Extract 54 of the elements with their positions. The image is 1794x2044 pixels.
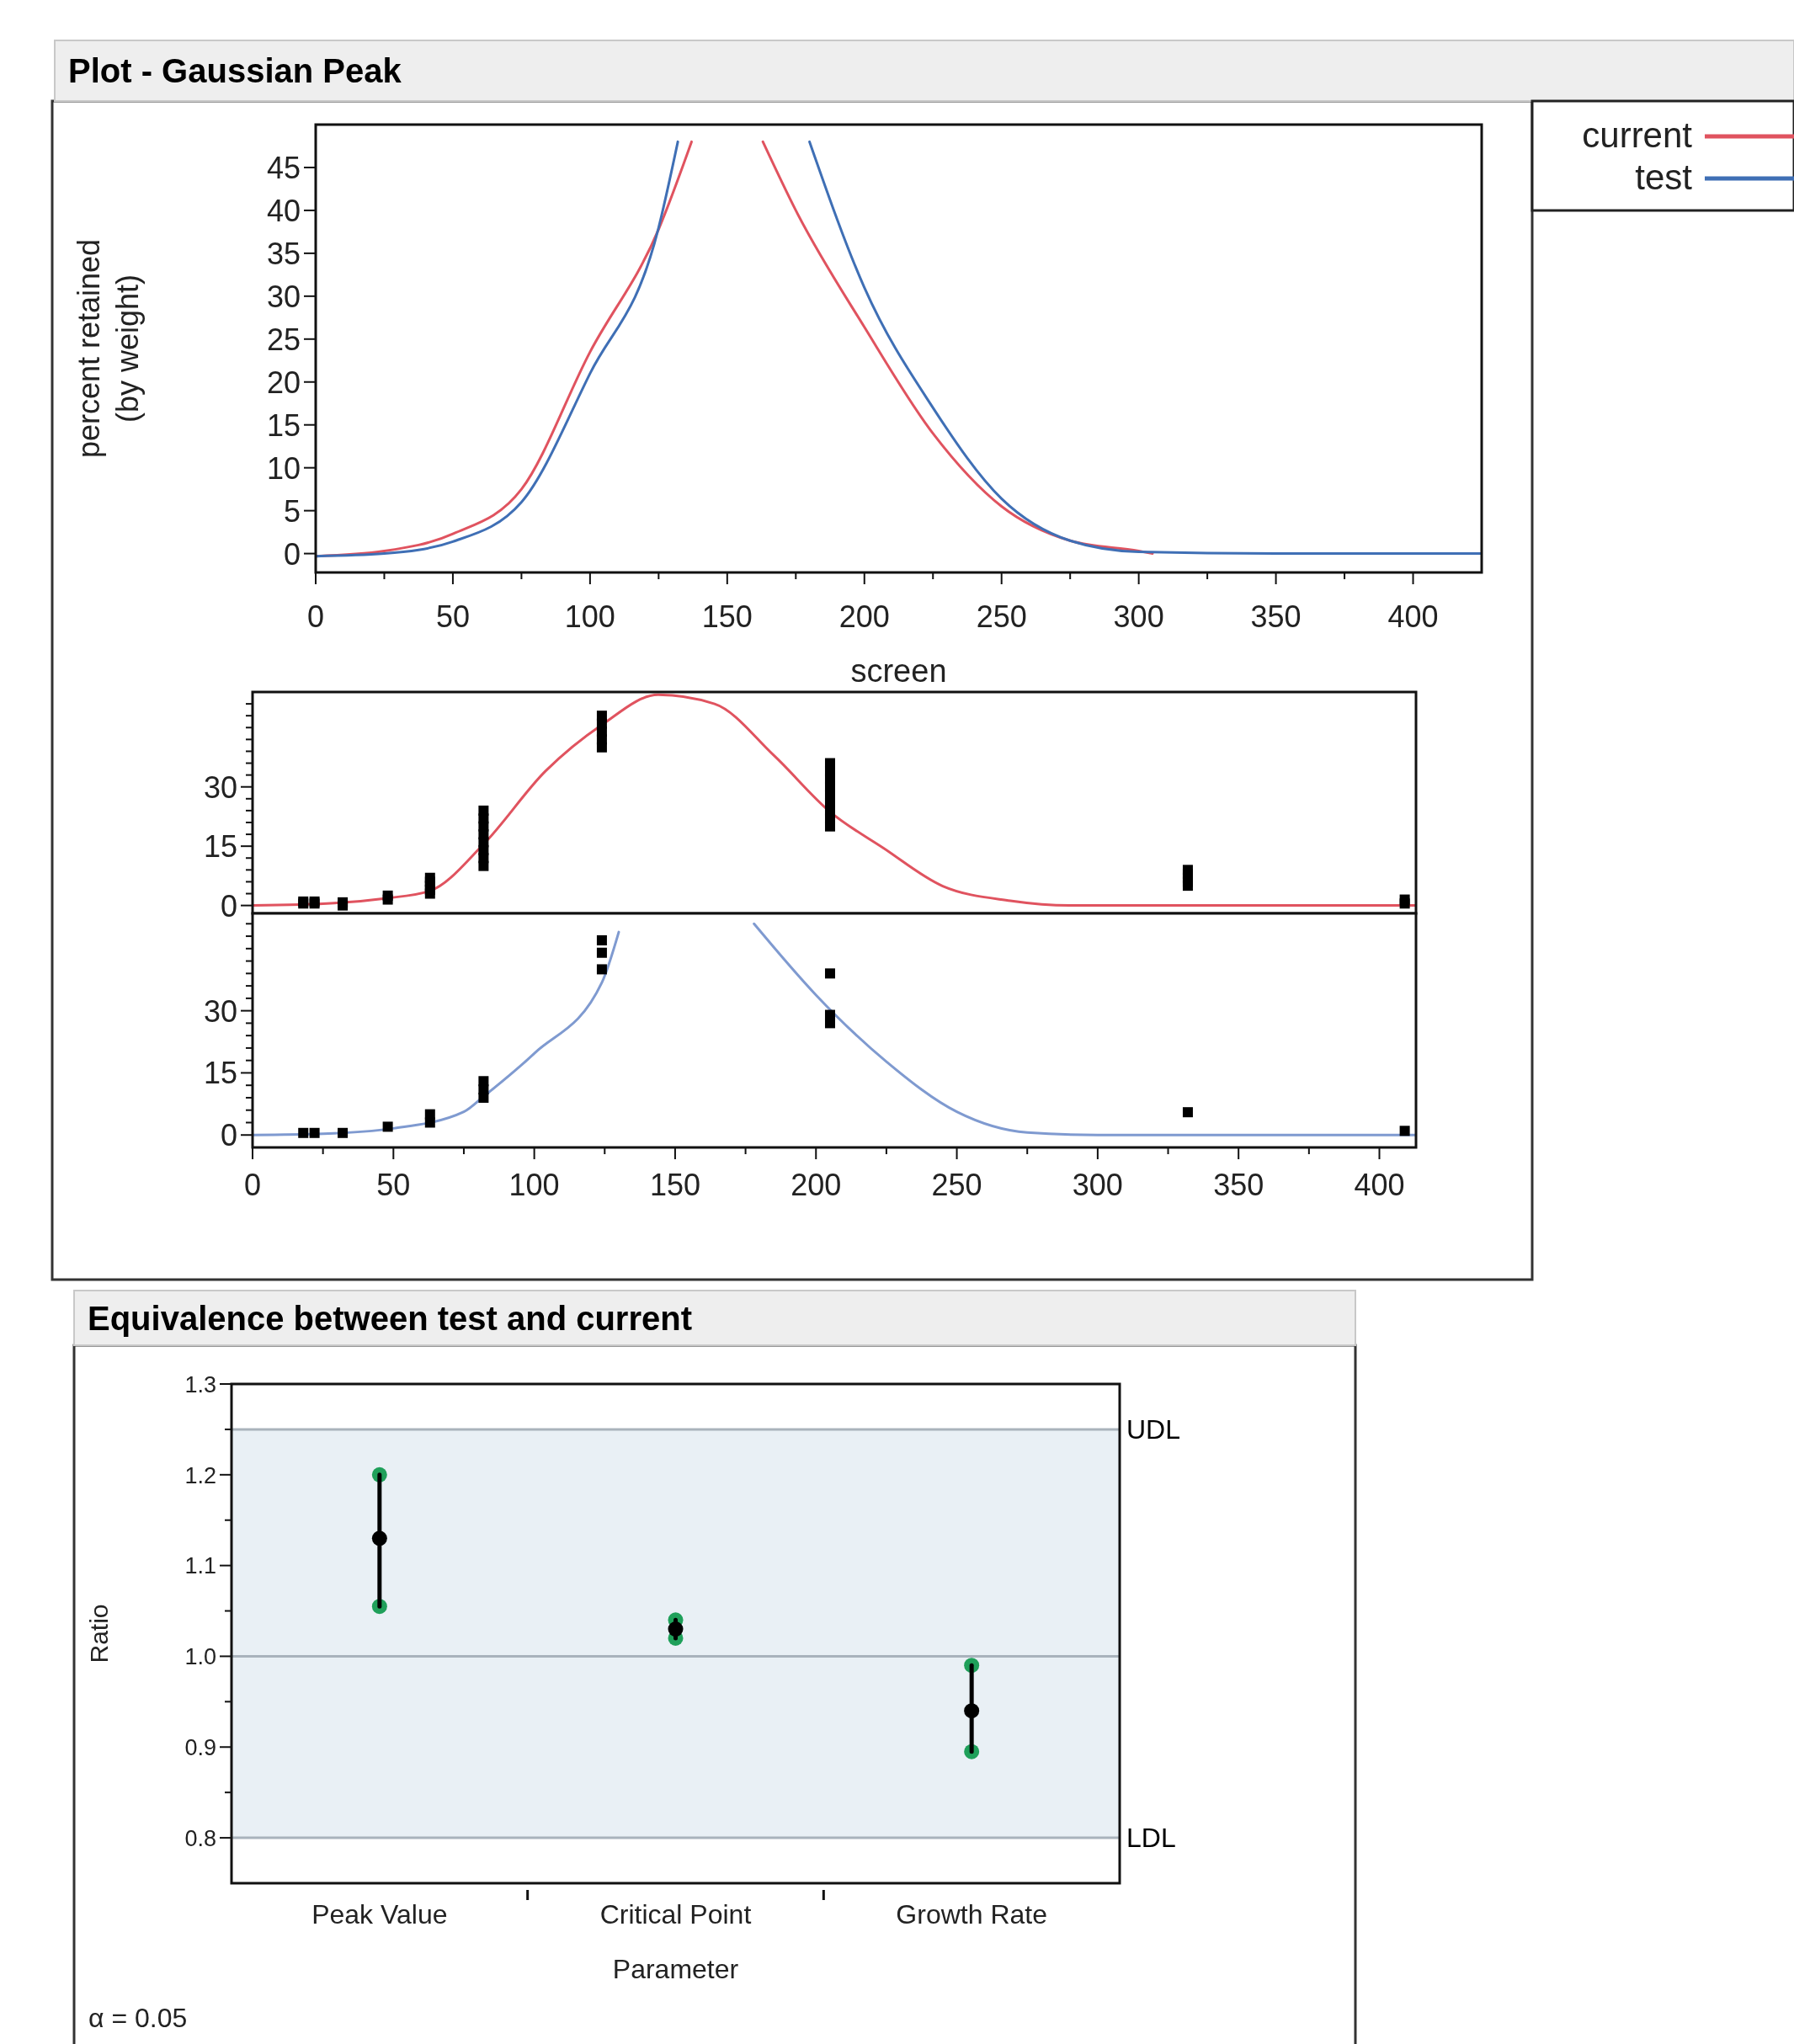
x-tick-label: 250 xyxy=(931,1168,982,1202)
x-tick-label: 200 xyxy=(791,1168,842,1202)
x-tick-label: 0 xyxy=(306,599,325,634)
y-tick-label: 0 xyxy=(220,1118,237,1153)
x-tick-label: 400 xyxy=(1354,1168,1405,1202)
y-tick-label: 1.0 xyxy=(184,1644,216,1670)
y-tick-label: 1.1 xyxy=(184,1553,216,1579)
y-tick-label: 1.3 xyxy=(184,1371,216,1397)
x-tick-label: 0 xyxy=(243,1168,262,1202)
x-tick-label: 100 xyxy=(508,1168,560,1202)
y-axis-title: percent retained (by weight) xyxy=(72,238,145,459)
y-tick-label: 40 xyxy=(266,193,301,228)
y-tick-label: 0 xyxy=(283,536,301,572)
x-tick-label: 200 xyxy=(838,599,890,634)
x-tick-label: 150 xyxy=(649,1168,700,1202)
x-tick-label: 300 xyxy=(1113,599,1164,634)
x-axis-title: screen xyxy=(850,653,947,689)
y-axis-title: Ratio xyxy=(85,1604,113,1663)
y-tick-label: 15 xyxy=(203,829,237,865)
x-tick-label: 300 xyxy=(1072,1168,1123,1202)
y-tick-label: 25 xyxy=(266,322,301,357)
y-tick-label: 15 xyxy=(203,1056,237,1091)
y-tick-label: 15 xyxy=(266,407,301,443)
legend-label: test xyxy=(1635,157,1693,197)
y-tick-label: 30 xyxy=(266,279,301,314)
x-tick-label: 250 xyxy=(976,599,1027,634)
y-tick-label: 5 xyxy=(283,493,301,529)
x-tick-label: Critical Point xyxy=(599,1899,752,1930)
x-tick-label: 400 xyxy=(1387,599,1439,634)
x-tick-label: 350 xyxy=(1250,599,1302,634)
y-tick-label: 30 xyxy=(203,769,237,805)
x-tick-label: 50 xyxy=(376,1168,411,1202)
text: α = 0.05 xyxy=(88,2003,188,2033)
y-tick-label: 0.9 xyxy=(184,1734,216,1760)
x-tick-label: Peak Value xyxy=(311,1899,448,1930)
y-tick-label: 0.8 xyxy=(184,1825,216,1851)
y-tick-label: 20 xyxy=(266,365,301,400)
x-tick-label: 150 xyxy=(701,599,753,634)
ref-line-label: UDL xyxy=(1126,1413,1181,1445)
y-tick-label: 1.2 xyxy=(184,1462,216,1488)
x-tick-label: 100 xyxy=(564,599,615,634)
x-tick-label: 50 xyxy=(435,599,470,634)
y-tick-label: 10 xyxy=(266,450,301,486)
legend-label: current xyxy=(1582,115,1693,155)
chart-title: Equivalence between test and current xyxy=(88,1299,692,1337)
x-axis-title: Parameter xyxy=(612,1954,739,1984)
x-tick-label: 350 xyxy=(1213,1168,1264,1202)
y-tick-label: 30 xyxy=(203,993,237,1029)
chart-title: Plot - Gaussian Peak xyxy=(68,52,402,89)
y-tick-label: 0 xyxy=(220,888,237,924)
x-tick-label: Growth Rate xyxy=(896,1899,1047,1930)
y-tick-label: 35 xyxy=(266,236,301,271)
ref-line-label: LDL xyxy=(1126,1823,1176,1854)
y-tick-label: 45 xyxy=(266,150,301,185)
